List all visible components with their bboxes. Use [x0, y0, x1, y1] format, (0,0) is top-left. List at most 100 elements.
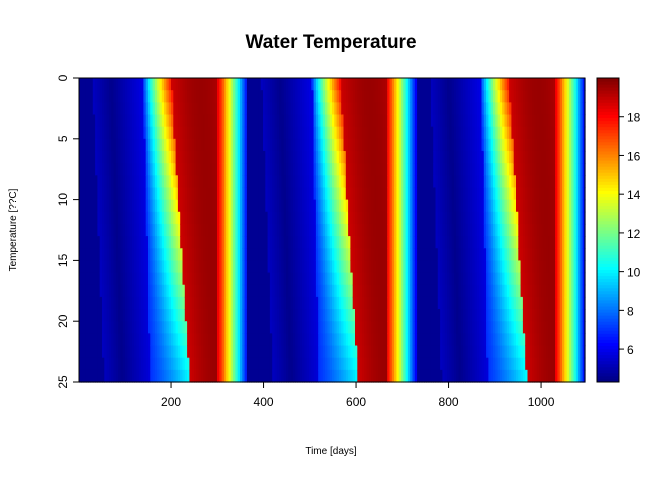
heatmap-cell — [322, 260, 326, 274]
heatmap-cell — [150, 211, 154, 225]
heatmap-cell — [168, 211, 172, 225]
heatmap-cell — [274, 150, 278, 164]
heatmap-cell — [299, 150, 303, 164]
heatmap-cell — [219, 211, 223, 225]
heatmap-cell — [320, 114, 324, 128]
heatmap-cell — [534, 369, 538, 383]
heatmap-plot — [79, 78, 586, 383]
heatmap-cell — [306, 321, 310, 334]
heatmap-cell — [253, 102, 257, 116]
heatmap-cell — [410, 248, 414, 261]
heatmap-cell — [414, 260, 418, 274]
heatmap-cell — [490, 357, 494, 371]
heatmap-cell — [120, 333, 124, 347]
heatmap-cell — [152, 187, 156, 201]
heatmap-cell — [412, 150, 416, 164]
heatmap-cell — [428, 150, 432, 164]
heatmap-cell — [269, 369, 273, 383]
heatmap-cell — [465, 309, 469, 322]
heatmap-cell — [387, 272, 391, 286]
heatmap-cell — [447, 284, 450, 298]
heatmap-cell — [522, 272, 526, 286]
heatmap-cell — [483, 223, 487, 237]
heatmap-cell — [99, 309, 103, 322]
heatmap-cell — [237, 126, 241, 140]
heatmap-cell — [173, 236, 177, 249]
heatmap-cell — [118, 150, 121, 164]
heatmap-cell — [338, 260, 342, 274]
heatmap-cell — [251, 357, 255, 371]
heatmap-cell — [481, 369, 485, 383]
heatmap-cell — [412, 126, 416, 140]
heatmap-cell — [525, 150, 529, 164]
heatmap-cell — [288, 187, 292, 201]
heatmap-cell — [122, 260, 126, 274]
heatmap-cell — [453, 369, 457, 383]
heatmap-cell — [111, 187, 115, 201]
heatmap-cell — [102, 78, 105, 91]
heatmap-cell — [499, 260, 503, 274]
heatmap-cell — [447, 321, 450, 334]
heatmap-cell — [525, 90, 529, 103]
heatmap-cell — [292, 236, 296, 249]
heatmap-cell — [345, 296, 349, 310]
heatmap-cell — [152, 78, 156, 91]
heatmap-cell — [269, 211, 273, 225]
heatmap-cell — [313, 236, 317, 249]
heatmap-cell — [412, 199, 416, 213]
heatmap-cell — [511, 102, 515, 116]
heatmap-cell — [143, 114, 147, 128]
heatmap-cell — [447, 90, 450, 103]
heatmap-cell — [371, 138, 374, 152]
heatmap-cell — [433, 357, 437, 371]
heatmap-cell — [424, 223, 427, 237]
heatmap-cell — [187, 187, 190, 201]
heatmap-cell — [205, 284, 209, 298]
heatmap-cell — [380, 150, 384, 164]
heatmap-cell — [203, 150, 207, 164]
heatmap-cell — [334, 199, 338, 213]
heatmap-cell — [286, 223, 289, 237]
heatmap-cell — [329, 114, 333, 128]
heatmap-cell — [223, 138, 227, 152]
heatmap-cell — [490, 248, 494, 261]
heatmap-cell — [214, 357, 218, 371]
heatmap-cell — [235, 102, 239, 116]
heatmap-cell — [212, 296, 216, 310]
heatmap-cell — [258, 248, 262, 261]
heatmap-cell — [88, 163, 92, 176]
heatmap-cell — [456, 236, 460, 249]
heatmap-cell — [449, 150, 453, 164]
heatmap-cell — [102, 272, 105, 286]
heatmap-cell — [357, 150, 361, 164]
heatmap-cell — [417, 223, 420, 237]
heatmap-cell — [410, 114, 414, 128]
heatmap-cell — [175, 321, 179, 334]
heatmap-cell — [95, 102, 98, 116]
heatmap-cell — [467, 163, 471, 176]
heatmap-cell — [230, 369, 234, 383]
heatmap-cell — [444, 357, 448, 371]
heatmap-cell — [157, 345, 161, 359]
heatmap-cell — [233, 199, 236, 213]
heatmap-cell — [164, 333, 167, 347]
heatmap-cell — [106, 236, 110, 249]
heatmap-cell — [276, 357, 280, 371]
heatmap-cell — [437, 163, 441, 176]
heatmap-cell — [451, 345, 455, 359]
heatmap-cell — [412, 138, 416, 152]
heatmap-cell — [304, 90, 308, 103]
heatmap-cell — [237, 163, 241, 176]
heatmap-cell — [458, 199, 462, 213]
heatmap-cell — [304, 163, 308, 176]
heatmap-cell — [88, 150, 92, 164]
heatmap-cell — [389, 126, 393, 140]
heatmap-cell — [463, 369, 466, 383]
heatmap-cell — [92, 126, 96, 140]
heatmap-cell — [525, 236, 529, 249]
heatmap-cell — [260, 138, 264, 152]
heatmap-cell — [219, 345, 223, 359]
heatmap-cell — [442, 102, 446, 116]
heatmap-cell — [341, 90, 345, 103]
heatmap-cell — [168, 90, 172, 103]
